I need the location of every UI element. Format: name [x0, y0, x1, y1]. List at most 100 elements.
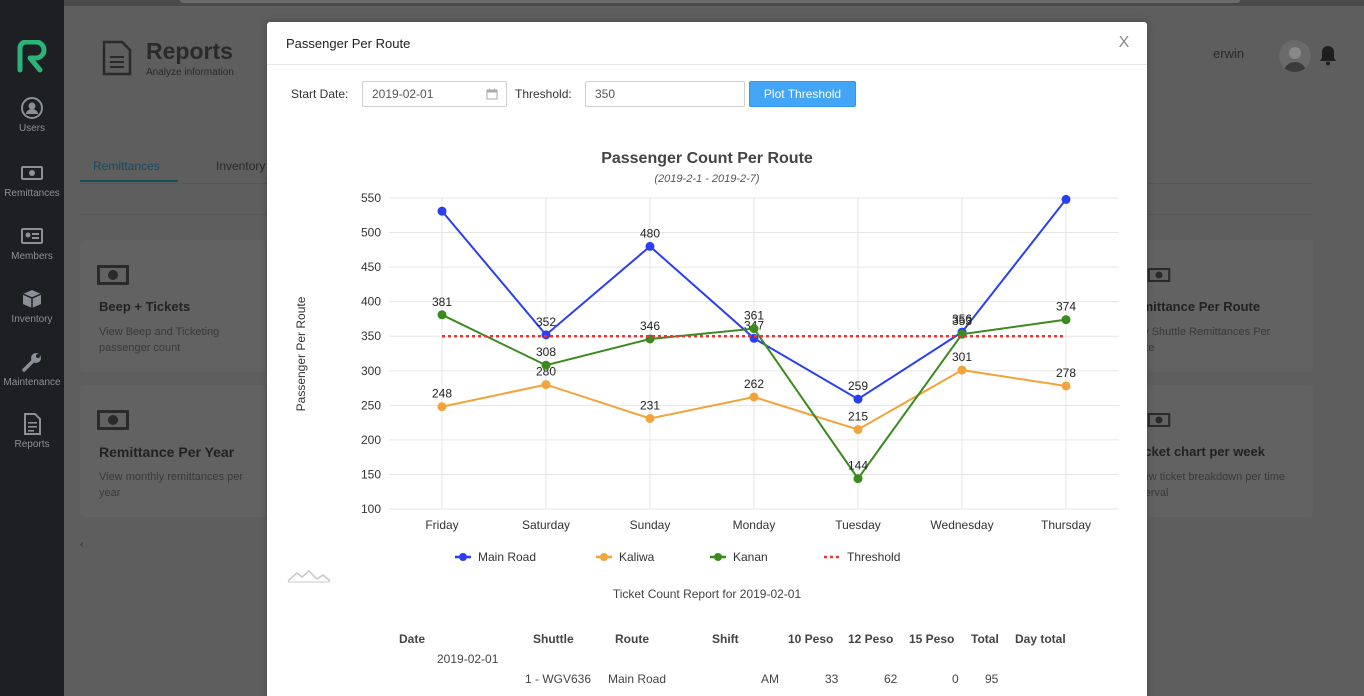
data-point	[749, 324, 759, 334]
calendar-icon[interactable]	[486, 88, 498, 100]
sidebar-item-label: Remittances	[4, 188, 60, 199]
card-title: Remittance Per Year	[99, 444, 235, 460]
x-tick-label: Monday	[733, 518, 776, 532]
data-label: 301	[952, 350, 972, 364]
report-card-remittance-per-route[interactable]: Remittance Per Route View Shuttle Remitt…	[1125, 240, 1313, 372]
user-icon	[21, 97, 43, 119]
x-tick-label: Wednesday	[930, 518, 993, 532]
data-point	[853, 425, 863, 435]
data-point	[437, 310, 447, 320]
column-header-day-total: Day total	[1015, 632, 1066, 646]
column-header-date: Date	[399, 632, 426, 646]
cell-10-peso: 33	[825, 672, 839, 686]
sidebar-item-inventory[interactable]: Inventory	[0, 288, 64, 325]
data-label: 356	[952, 312, 972, 326]
y-tick-label: 550	[361, 191, 381, 205]
legend-marker	[600, 553, 608, 561]
plot-threshold-button[interactable]: Plot Threshold	[749, 81, 856, 107]
legend-label: Kanan	[733, 550, 768, 564]
column-header-10-peso: 10 Peso	[788, 632, 834, 646]
passenger-per-route-modal: Passenger Per Route X Start Date: Thresh…	[267, 22, 1147, 696]
sidebar-item-label: Maintenance	[3, 377, 61, 388]
wrench-icon	[22, 353, 41, 372]
data-label: 280	[536, 365, 556, 379]
y-tick-label: 500	[361, 226, 381, 240]
data-label: 248	[432, 387, 452, 401]
legend-label: Threshold	[847, 550, 900, 564]
data-label: 381	[432, 295, 452, 309]
close-icon[interactable]: X	[1118, 34, 1130, 51]
report-card-beep-tickets[interactable]: Beep + Tickets View Beep and Ticketing p…	[80, 240, 266, 372]
legend-label: Main Road	[478, 550, 536, 564]
sidebar-item-label: Inventory	[11, 314, 53, 325]
logo-icon	[17, 40, 47, 73]
report-title: Ticket Count Report for 2019-02-01	[612, 587, 802, 601]
sidebar-item-users[interactable]: Users	[0, 97, 64, 134]
chart-title: Passenger Count Per Route	[601, 150, 813, 167]
threshold-label: Threshold:	[515, 87, 572, 101]
data-label: 144	[848, 459, 868, 473]
y-tick-label: 150	[361, 467, 381, 481]
sidebar-item-members[interactable]: Members	[0, 225, 64, 262]
passenger-count-chart: Passenger Count Per Route (2019-2-1 - 201…	[294, 150, 1119, 564]
start-date-input[interactable]	[362, 81, 507, 107]
y-tick-label: 300	[361, 364, 381, 378]
sidebar-item-label: Users	[18, 123, 46, 134]
sidebar-item-remittances[interactable]: Remittances	[0, 162, 64, 199]
data-point	[1061, 315, 1071, 325]
data-point	[853, 394, 863, 404]
data-label: 352	[536, 315, 556, 329]
report-date: 2019-02-01	[437, 652, 499, 666]
id-card-icon	[21, 228, 43, 244]
tab-inventory[interactable]: Inventory	[216, 159, 266, 173]
legend-marker	[459, 553, 467, 561]
card-title: Ticket chart per week	[1133, 444, 1265, 459]
x-tick-label: Sunday	[630, 518, 671, 532]
avatar[interactable]	[1279, 40, 1311, 72]
y-tick-label: 450	[361, 260, 381, 274]
cell-12-peso: 62	[884, 672, 898, 686]
data-point	[645, 413, 655, 423]
tab-remittances[interactable]: Remittances	[93, 159, 160, 173]
sidebar-item-reports[interactable]: Reports	[0, 413, 64, 450]
sidebar-item-maintenance[interactable]: Maintenance	[0, 351, 64, 388]
x-tick-label: Friday	[425, 518, 458, 532]
card-description: View ticket breakdown per time interval	[1133, 471, 1286, 499]
page-title: Reports	[146, 38, 233, 64]
cash-icon	[21, 166, 43, 180]
modal-header: Passenger Per Route X	[267, 22, 1147, 65]
column-header-15-peso: 15 Peso	[909, 632, 955, 646]
y-tick-label: 400	[361, 295, 381, 309]
data-label: 480	[640, 226, 660, 240]
document-icon	[24, 413, 41, 435]
chart-subtitle: (2019-2-1 - 2019-2-7)	[654, 173, 760, 185]
threshold-input[interactable]	[585, 81, 745, 107]
user-name[interactable]: erwin	[1213, 46, 1245, 61]
report-card-ticket-chart-per-week[interactable]: Ticket chart per week View ticket breakd…	[1133, 385, 1313, 517]
sidebar: Users Remittances Members Inventory Main…	[0, 0, 64, 696]
data-point	[957, 365, 967, 375]
data-label: 361	[744, 309, 764, 323]
y-axis-label: Passenger Per Route	[294, 296, 308, 411]
cell-shift: AM	[761, 672, 779, 686]
cash-icon	[1147, 267, 1171, 283]
cash-icon	[1147, 412, 1171, 428]
start-date-label: Start Date:	[291, 87, 349, 101]
data-point	[541, 330, 551, 340]
y-tick-label: 350	[361, 329, 381, 343]
data-label: 215	[848, 410, 868, 424]
data-point	[749, 392, 759, 402]
data-label: 262	[744, 377, 764, 391]
bell-icon[interactable]	[1319, 44, 1337, 66]
pagination-dot: ‹	[80, 539, 84, 550]
card-description: View Beep and Ticketing passenger count	[99, 326, 220, 354]
cell-15-peso: 0	[952, 672, 959, 686]
data-label: 353	[952, 314, 972, 328]
report-card-remittance-per-year[interactable]: Remittance Per Year View monthly remitta…	[80, 385, 266, 517]
legend-label: Kaliwa	[619, 550, 655, 564]
data-point	[541, 380, 551, 390]
x-tick-label: Thursday	[1041, 518, 1091, 532]
data-label: 278	[1056, 366, 1076, 380]
data-label: 231	[640, 398, 660, 412]
avatar-icon	[1284, 47, 1306, 72]
